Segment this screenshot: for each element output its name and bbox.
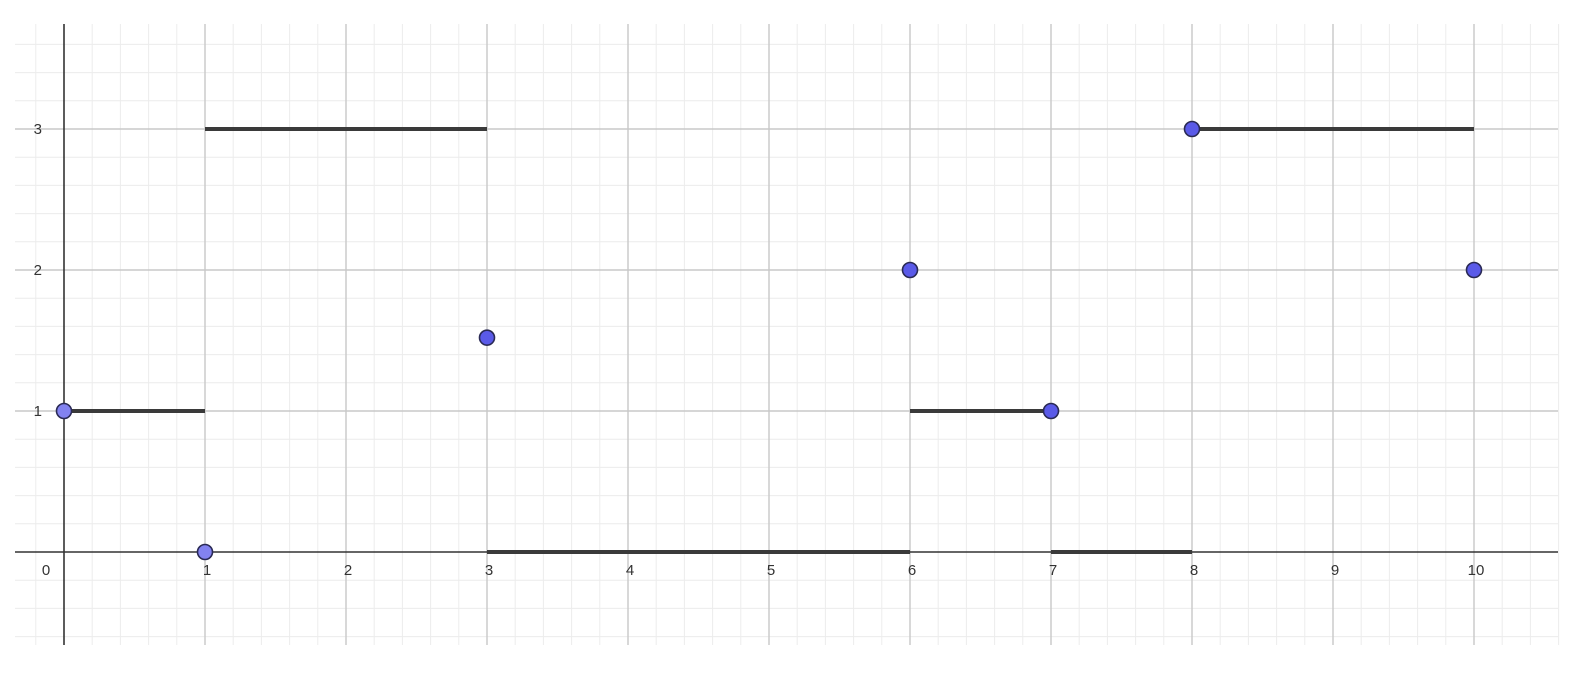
x-tick-label: 2 bbox=[344, 562, 352, 579]
x-tick-label: 3 bbox=[485, 562, 493, 579]
x-tick-label: 9 bbox=[1331, 562, 1339, 579]
x-tick-label: 0 bbox=[42, 562, 50, 579]
data-point bbox=[1183, 120, 1201, 138]
segments bbox=[64, 127, 1474, 554]
data-point bbox=[55, 402, 73, 420]
x-tick-label: 7 bbox=[1049, 562, 1057, 579]
data-point bbox=[1465, 261, 1483, 279]
tick-labels: 0 1 2 3 4 5 6 7 8 9 10 1 2 3 bbox=[34, 121, 1485, 579]
points bbox=[55, 120, 1483, 561]
x-tick-label: 8 bbox=[1190, 562, 1198, 579]
y-tick-label: 1 bbox=[34, 403, 42, 420]
x-tick-label: 10 bbox=[1468, 562, 1485, 579]
data-point bbox=[478, 329, 496, 346]
x-tick-label: 4 bbox=[626, 562, 634, 579]
data-point bbox=[196, 543, 214, 561]
x-tick-label: 1 bbox=[203, 562, 211, 579]
data-point bbox=[901, 261, 919, 279]
y-tick-label: 2 bbox=[34, 262, 42, 279]
x-tick-label: 5 bbox=[767, 562, 775, 579]
x-tick-label: 6 bbox=[908, 562, 916, 579]
data-point bbox=[1042, 402, 1060, 420]
y-tick-label: 3 bbox=[34, 121, 42, 138]
